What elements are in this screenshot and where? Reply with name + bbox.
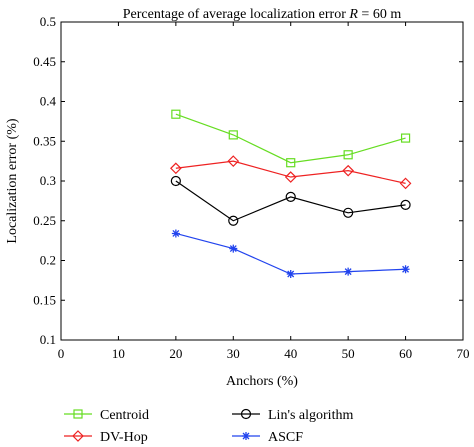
series-line: [175, 113, 406, 164]
data-point: [284, 171, 297, 183]
legend-entry: ASCF: [232, 430, 303, 445]
data-point: [228, 130, 238, 140]
legend-label: ASCF: [268, 430, 303, 445]
data-point: [170, 175, 181, 187]
x-tick-label: 10: [112, 346, 125, 361]
data-point: [286, 158, 296, 168]
y-tick-label: 0.25: [33, 213, 56, 228]
legend-entry: Lin's algorithm: [232, 408, 353, 423]
y-tick-label: 0.4: [40, 94, 57, 109]
data-point: [171, 229, 180, 238]
y-tick-label: 0.35: [33, 133, 56, 148]
axis-ticks: [60, 21, 464, 341]
data-point: [343, 150, 353, 160]
x-axis-title: Anchors (%): [226, 374, 298, 389]
chart-title: Percentage of average localization error…: [123, 7, 402, 22]
series-0: [171, 109, 411, 168]
series-line: [175, 232, 406, 275]
data-point: [344, 267, 353, 276]
legend-marker: [242, 432, 250, 440]
y-axis-title: Localization error (%): [5, 118, 20, 243]
x-tick-label: 40: [284, 346, 297, 361]
x-tick-label: 50: [342, 346, 355, 361]
data-point: [227, 155, 240, 167]
legend-entry: Centroid: [64, 408, 149, 423]
y-tick-label: 0.15: [33, 292, 56, 307]
x-tick-label: 70: [457, 346, 470, 361]
legend-entry: DV-Hop: [64, 430, 148, 445]
x-tick-label: 30: [227, 346, 240, 361]
data-point: [400, 199, 411, 210]
y-tick-label: 0.2: [40, 253, 56, 268]
data-point: [228, 215, 239, 226]
series-3: [171, 229, 410, 279]
data-point: [399, 177, 412, 190]
legend-marker: [73, 409, 83, 419]
legend-label: Centroid: [100, 408, 149, 423]
data-point: [342, 164, 354, 177]
data-point: [170, 162, 182, 175]
data-point: [401, 265, 410, 274]
data-point: [285, 191, 296, 202]
y-tick-label: 0.45: [33, 54, 56, 69]
y-tick-label: 0.1: [40, 332, 56, 347]
legend-marker: [240, 408, 252, 420]
legend-label: DV-Hop: [100, 430, 148, 445]
y-tick-label: 0.3: [40, 173, 56, 188]
legend-marker: [72, 430, 84, 442]
x-tick-label: 0: [58, 346, 65, 361]
data-point: [343, 207, 354, 218]
x-tick-label: 60: [399, 346, 412, 361]
y-tick-label: 0.5: [40, 14, 56, 29]
series-line: [175, 180, 406, 222]
series-group: [170, 109, 412, 279]
series-1: [170, 155, 412, 190]
legend-label: Lin's algorithm: [268, 408, 353, 423]
series-2: [170, 175, 411, 226]
series-line: [175, 160, 406, 184]
data-point: [400, 133, 411, 143]
data-point: [171, 109, 181, 119]
data-point: [229, 244, 238, 253]
tick-labels: 0 10 20 30 40 50 60 70 0.1 0.15 0.2 0.25 0.3 0.35 0.4 0…: [33, 14, 469, 361]
data-point: [286, 270, 295, 279]
legend: Centroid DV-Hop Lin's algorithm ASCF: [64, 408, 353, 445]
x-tick-label: 20: [169, 346, 182, 361]
